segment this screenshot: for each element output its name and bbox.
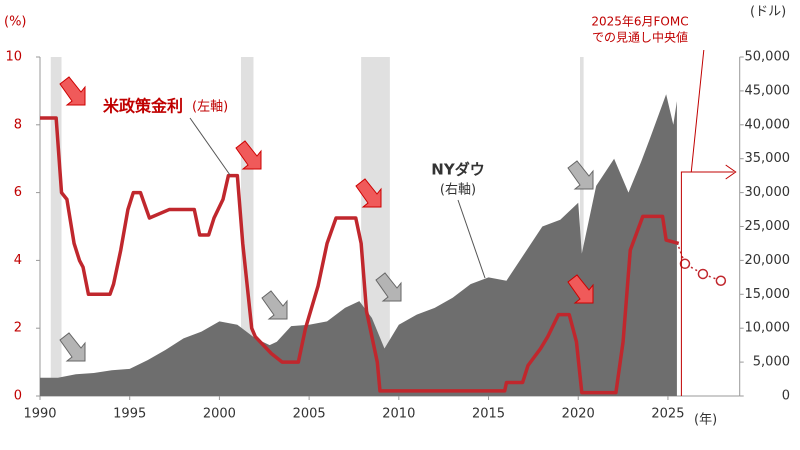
x-tick-label: 2000	[203, 407, 236, 422]
y-tick-label: 8	[14, 117, 22, 132]
recession-band	[580, 57, 584, 396]
x-tick-label: 1990	[23, 407, 56, 422]
y2-tick-label: 25,000	[745, 219, 791, 234]
projection-dot	[679, 258, 691, 270]
leader	[189, 117, 231, 176]
y2-tick-label: 10,000	[745, 321, 791, 336]
x-unit: (年)	[694, 413, 717, 428]
arrow-icon	[59, 332, 86, 362]
y2-tick-label: 45,000	[745, 83, 791, 98]
y2-tick-label: 20,000	[745, 253, 791, 268]
x-tick-label: 2015	[472, 407, 505, 422]
y2-tick-label: 50,000	[745, 50, 791, 65]
arrow-icon	[261, 290, 288, 320]
y-unit: (%)	[4, 15, 27, 30]
x-tick-label: 2005	[293, 407, 326, 422]
projection-dot	[715, 275, 727, 286]
y2-tick-label: 5,000	[753, 355, 790, 370]
arrow-icon	[567, 160, 594, 190]
y-tick-label: 2	[14, 321, 22, 336]
x-tick-label: 2010	[382, 407, 415, 422]
fomc-label: での見通し中央値	[592, 30, 688, 45]
dow-label: NYダウ	[431, 161, 484, 179]
y-tick-label: 0	[14, 389, 22, 404]
arrow-icon	[355, 178, 382, 208]
y2-tick-label: 35,000	[745, 151, 791, 166]
y2-tick-label: 15,000	[745, 287, 791, 302]
fed-label: 米政策金利	[103, 97, 183, 116]
x-tick-label: 2025	[651, 407, 684, 422]
y-tick-label: 4	[14, 253, 22, 268]
fomc-label: 2025年6月FOMC	[591, 15, 688, 29]
dow-area	[40, 94, 677, 396]
arrow-icon	[59, 76, 86, 106]
fomc-arrowhead	[725, 164, 737, 180]
arrow-icon	[375, 272, 402, 302]
y-tick-label: 10	[5, 50, 22, 65]
x-tick-label: 1995	[113, 407, 146, 422]
leader	[457, 199, 486, 279]
x-tick-label: 2020	[562, 407, 595, 422]
projection-dot	[697, 268, 709, 280]
y2-tick-label: 30,000	[745, 185, 791, 200]
recession-band	[50, 57, 62, 396]
arrow-icon	[567, 274, 594, 304]
y2-unit: (ドル)	[750, 5, 786, 20]
y2-tick-label: 0	[782, 389, 790, 404]
dow-axis-label: (右軸)	[440, 183, 476, 198]
y-tick-label: 6	[14, 185, 22, 200]
fed-axis-label: (左軸)	[192, 100, 228, 115]
rate-line	[40, 116, 680, 395]
arrow-icon	[235, 140, 262, 170]
fomc-box	[680, 49, 705, 396]
y2-tick-label: 40,000	[745, 117, 791, 132]
